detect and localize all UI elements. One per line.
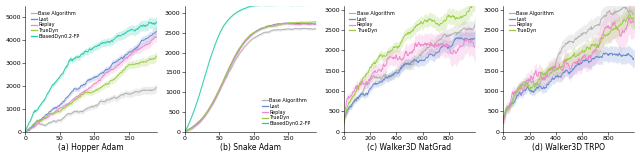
Legend: Base Algorithm, Last, Replay, TrueDyn: Base Algorithm, Last, Replay, TrueDyn [508,10,554,34]
X-axis label: (c) Walker3D NatGrad: (c) Walker3D NatGrad [367,143,452,152]
Legend: Base Algorithm, Last, Replay, TrueDyn: Base Algorithm, Last, Replay, TrueDyn [349,10,395,34]
Legend: Base Algorithm, Last, Replay, TrueDyn, BiasedDyn0.2-FP: Base Algorithm, Last, Replay, TrueDyn, B… [261,98,311,127]
Legend: Base Algorithm, Last, Replay, TrueDyn, BiasedDyn0.2-FP: Base Algorithm, Last, Replay, TrueDyn, B… [31,10,80,39]
X-axis label: (b) Snake Adam: (b) Snake Adam [220,143,281,152]
X-axis label: (a) Hopper Adam: (a) Hopper Adam [58,143,124,152]
X-axis label: (d) Walker3D TRPO: (d) Walker3D TRPO [532,143,605,152]
